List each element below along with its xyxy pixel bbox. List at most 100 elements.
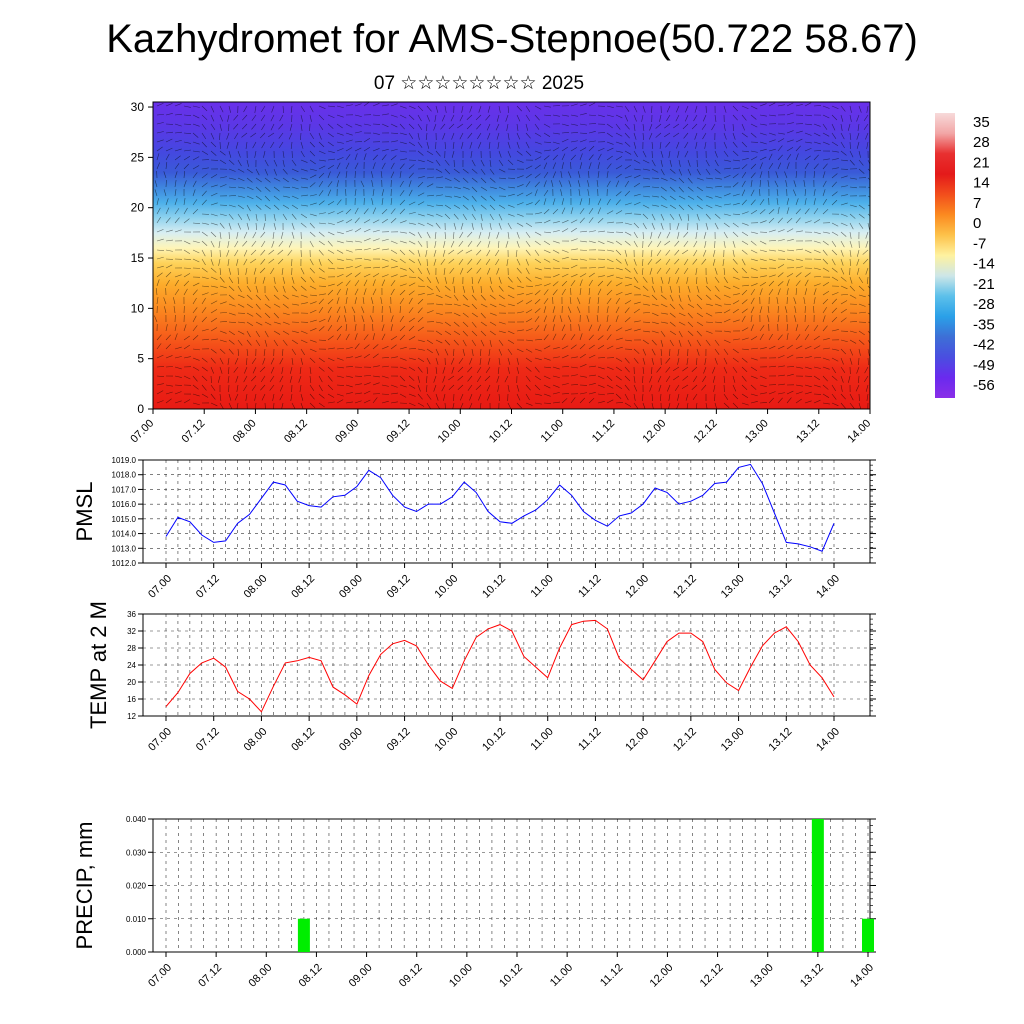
wind-barb [552, 198, 556, 206]
wind-barb [624, 231, 632, 236]
wind-barb [534, 181, 540, 188]
wind-barb [768, 274, 776, 278]
wind-barb [642, 105, 646, 113]
wind-barb [237, 150, 241, 158]
x-tick-label: 11.00 [539, 417, 566, 444]
wind-barb [255, 339, 261, 347]
wind-barb [354, 162, 359, 170]
wind-barb [280, 231, 284, 239]
wind-barb [858, 357, 860, 366]
wind-barb [822, 347, 830, 350]
wind-barb [676, 402, 680, 409]
wind-barb [408, 201, 416, 206]
wind-barb [441, 114, 446, 122]
wind-barb [237, 330, 245, 335]
wind-barb [543, 132, 551, 137]
wind-barb [471, 348, 474, 356]
wind-barb [651, 141, 654, 149]
x-tick-label: 07.12 [180, 417, 208, 445]
wind-barb [260, 258, 266, 265]
wind-barb [750, 283, 758, 287]
wind-barb [741, 211, 749, 215]
wind-barb [399, 375, 406, 382]
wind-barb [651, 177, 660, 179]
wind-barb [543, 267, 551, 270]
wind-barb [642, 204, 650, 209]
wind-barb [732, 213, 740, 215]
wind-barb [534, 231, 542, 236]
x-tick-label: 09.00 [337, 573, 365, 601]
wind-barb [290, 393, 293, 401]
wind-barb [759, 156, 767, 161]
wind-barb [219, 150, 226, 156]
wind-barb [183, 132, 191, 135]
wind-barb [552, 171, 556, 179]
wind-barb [786, 228, 794, 233]
wind-barb [201, 375, 208, 382]
wind-barb [408, 384, 416, 389]
wind-barb [525, 105, 531, 113]
wind-barb [804, 132, 812, 136]
wind-barb [372, 162, 376, 170]
wind-barb [723, 309, 731, 314]
wind-barb [288, 132, 293, 140]
wind-barb [822, 290, 830, 296]
wind-barb [615, 315, 619, 323]
wind-barb [642, 159, 650, 164]
wind-barb [309, 132, 315, 140]
wind-barb [656, 267, 662, 274]
wind-barb [723, 240, 726, 248]
wind-barb [552, 230, 560, 233]
wind-barb [507, 384, 510, 392]
wind-barb [606, 280, 612, 287]
wind-barb [478, 105, 482, 113]
x-tick-label: 10.00 [432, 726, 460, 754]
wind-barb [516, 348, 524, 353]
wind-barb [471, 159, 476, 167]
wind-barb [461, 105, 464, 113]
wind-barb [786, 390, 794, 395]
wind-barb [408, 105, 416, 109]
wind-barb [705, 177, 713, 180]
wind-barb [741, 240, 749, 245]
wind-barb [426, 141, 430, 149]
wind-barb [480, 168, 486, 175]
wind-barb [271, 105, 275, 113]
wind-barb [354, 355, 362, 359]
wind-barb [408, 393, 416, 397]
wind-barb [489, 321, 497, 326]
wind-barb [242, 240, 248, 247]
wind-barb [363, 344, 370, 350]
wind-barb [795, 208, 801, 215]
wind-barb [408, 336, 416, 341]
wind-barb [251, 384, 257, 391]
wind-barb [615, 291, 623, 296]
wind-barb [543, 334, 549, 341]
wind-barb [579, 153, 583, 161]
wind-barb [561, 220, 569, 224]
wind-barb [156, 297, 159, 305]
wind-barb [174, 180, 177, 188]
wind-barb [273, 303, 281, 308]
wind-barb [354, 400, 362, 404]
wind-barb [327, 298, 334, 305]
wind-barb [561, 393, 569, 395]
wind-barb [795, 248, 803, 251]
wind-barb [831, 357, 839, 362]
wind-barb [642, 258, 644, 266]
wind-barb [309, 285, 317, 290]
wind-barb [588, 114, 596, 116]
wind-barb [840, 339, 848, 343]
wind-barb [345, 375, 353, 378]
wind-barb [318, 123, 324, 130]
y-tick-label: 1012.0 [112, 559, 137, 568]
wind-barb [777, 355, 785, 359]
wind-barb [507, 303, 515, 307]
wind-barb [318, 150, 326, 155]
wind-barb [219, 301, 227, 305]
wind-barb [273, 204, 280, 210]
wind-barb [813, 198, 816, 206]
wind-barb [696, 285, 700, 293]
wind-barb [624, 222, 632, 226]
wind-barb [417, 192, 425, 197]
